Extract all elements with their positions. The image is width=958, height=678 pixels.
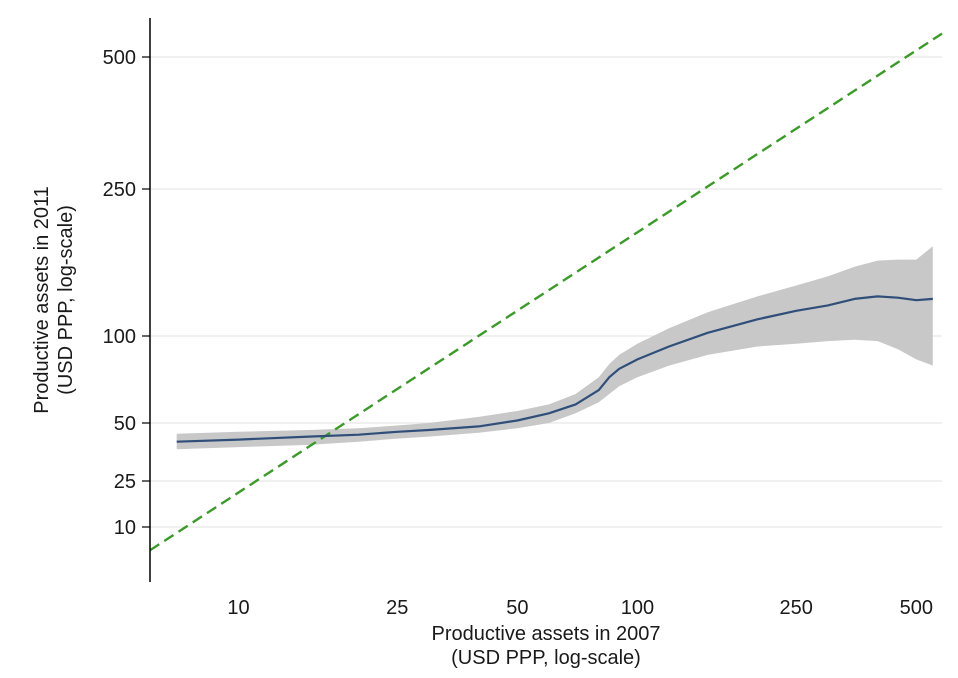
- x-tick-label-50: 50: [506, 597, 528, 619]
- confidence-band: [176, 246, 933, 450]
- y-tick-label-100: 100: [103, 326, 136, 348]
- y-tick-label-10: 10: [114, 517, 136, 539]
- y-tick-label-25: 25: [114, 471, 136, 493]
- diagonal-45-degree-line: [149, 32, 943, 552]
- y-tick-label-50: 50: [114, 413, 136, 435]
- x-axis-title-line2: (USD PPP, log-scale): [451, 647, 641, 669]
- x-tick-label-500: 500: [900, 597, 933, 619]
- y-axis-title-line1: Productive assets in 2011: [31, 186, 53, 414]
- fitted-series: [176, 295, 933, 443]
- y-tick-label-250: 250: [103, 179, 136, 201]
- diagonal-reference: [149, 32, 943, 552]
- fitted-series-line: [176, 295, 933, 443]
- y-axis-title-line2: (USD PPP, log-scale): [55, 205, 77, 395]
- x-tick-label-100: 100: [621, 597, 654, 619]
- y-tick-label-500: 500: [103, 47, 136, 69]
- x-tick-labels: 10 25 50 100 250 500: [227, 597, 933, 619]
- x-tick-label-10: 10: [227, 597, 249, 619]
- confidence-interval-area: [176, 246, 933, 450]
- x-tick-label-250: 250: [780, 597, 813, 619]
- x-tick-label-25: 25: [386, 597, 408, 619]
- x-axis-title-line1: Productive assets in 2007: [431, 623, 660, 645]
- y-tick-labels: 10 25 50 100 250 500: [103, 47, 150, 539]
